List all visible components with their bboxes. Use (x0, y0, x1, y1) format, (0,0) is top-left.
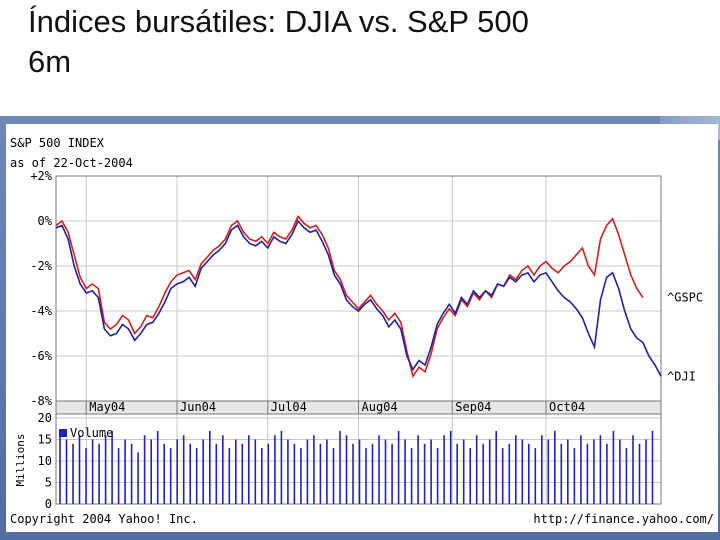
slide-title-line2: 6m (28, 44, 72, 79)
volume-plot-frame (55, 413, 662, 505)
y-tick-label: -2% (30, 259, 52, 273)
chart-panel: S&P 500 INDEX as of 22-Oct-2004 +2% 0% -2%… (6, 124, 718, 532)
y-tick-label: -6% (30, 349, 52, 363)
x-tick-label: Jun04 (180, 400, 216, 414)
series-line-dji (55, 219, 662, 377)
volume-axis-label: Millions (14, 434, 27, 487)
series-lines (55, 215, 662, 379)
x-tick-label: Sep04 (455, 400, 491, 414)
x-axis-ticks: May04 Jun04 Jul04 Aug04 Sep04 Oct04 (85, 400, 585, 414)
index-name-label: S&P 500 INDEX (10, 136, 105, 150)
x-tick-label: Oct04 (549, 400, 585, 414)
stock-chart: S&P 500 INDEX as of 22-Oct-2004 +2% 0% -2%… (6, 124, 718, 532)
x-tick-label: May04 (89, 400, 125, 414)
volume-y-tick-label: 20 (38, 411, 52, 425)
volume-y-tick-label: 5 (45, 476, 52, 490)
source-url-link[interactable]: http://finance.yahoo.com/ (533, 512, 714, 526)
as-of-label: as of 22-Oct-2004 (10, 156, 133, 170)
volume-y-tick-label: 10 (38, 454, 52, 468)
y-tick-label: 0% (38, 214, 53, 228)
y-tick-label: -8% (30, 394, 52, 408)
y-tick-label: -4% (30, 304, 52, 318)
legend-label-gspc: ^GSPC (667, 291, 703, 305)
volume-legend-label: Volume (70, 426, 113, 440)
legend-label-dji: ^DJI (667, 369, 696, 383)
x-tick-label: Aug04 (362, 400, 398, 414)
copyright-text: Copyright 2004 Yahoo! Inc. (10, 512, 198, 526)
volume-y-tick-label: 0 (45, 497, 52, 511)
volume-legend-swatch (59, 429, 67, 437)
main-y-axis-ticks: +2% 0% -2% -4% -6% -8% (30, 169, 52, 408)
series-line-gspc (55, 215, 644, 379)
volume-bars (59, 430, 654, 504)
x-tick-label: Jul04 (271, 400, 307, 414)
y-tick-label: +2% (30, 169, 52, 183)
volume-y-tick-label: 15 (38, 433, 52, 447)
legend: ^GSPC ^DJI (667, 291, 703, 384)
slide-title-line1: Índices bursátiles: DJIA vs. S&P 500 (28, 4, 529, 39)
slide-title: Índices bursátiles: DJIA vs. S&P 500 6m (28, 2, 708, 82)
volume-y-axis-ticks: 20 15 10 5 0 (38, 411, 52, 511)
